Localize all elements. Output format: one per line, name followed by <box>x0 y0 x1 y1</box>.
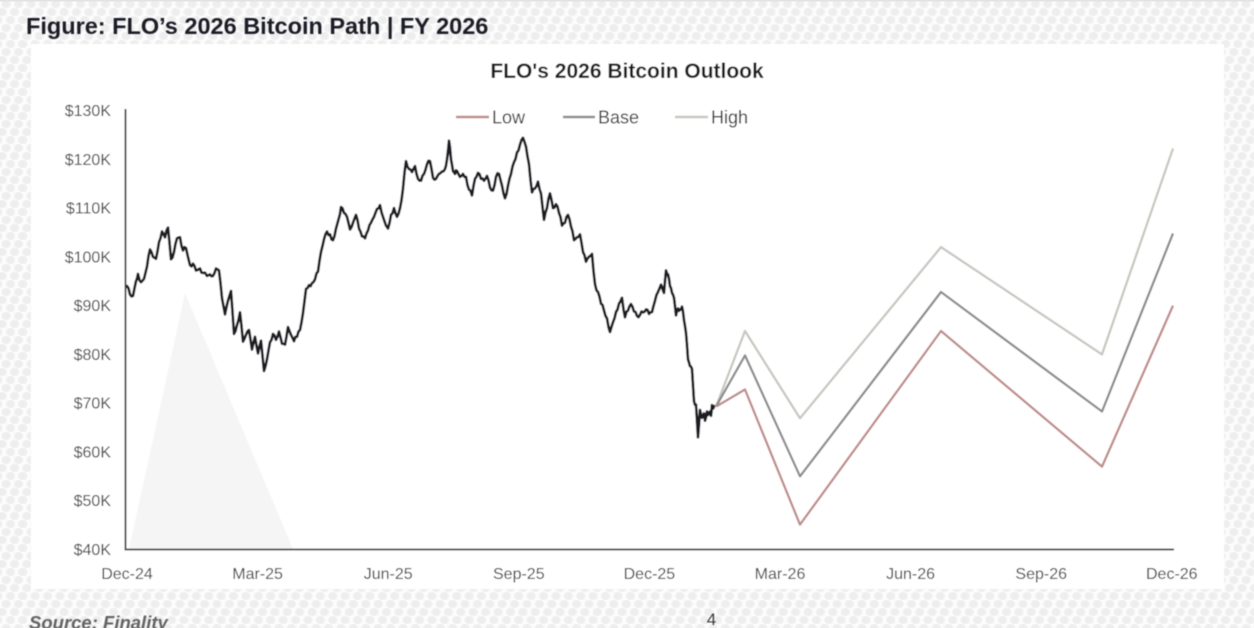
svg-text:FLO's 2026 Bitcoin Outlook: FLO's 2026 Bitcoin Outlook <box>490 60 764 83</box>
svg-text:Jun-26: Jun-26 <box>886 566 935 583</box>
svg-text:Low: Low <box>492 108 526 128</box>
svg-text:$80K: $80K <box>74 347 112 364</box>
svg-text:$50K: $50K <box>74 493 112 510</box>
svg-text:Source: Finality: Source: Finality <box>29 612 169 628</box>
svg-text:Sep-26: Sep-26 <box>1015 566 1067 583</box>
svg-text:$60K: $60K <box>74 444 112 461</box>
svg-text:$90K: $90K <box>74 298 112 315</box>
svg-text:Sep-25: Sep-25 <box>493 566 545 583</box>
svg-text:Mar-25: Mar-25 <box>232 566 283 583</box>
svg-text:High: High <box>711 108 748 128</box>
svg-text:$110K: $110K <box>66 201 111 218</box>
svg-text:Figure: FLO’s 2026 Bitcoin Pat: Figure: FLO’s 2026 Bitcoin Path | FY 202… <box>26 13 488 39</box>
svg-text:$130K: $130K <box>65 103 112 120</box>
svg-text:$100K: $100K <box>65 249 112 266</box>
svg-text:Dec-26: Dec-26 <box>1146 566 1198 583</box>
svg-text:Mar-26: Mar-26 <box>755 566 806 583</box>
svg-text:$120K: $120K <box>65 152 112 169</box>
svg-text:4: 4 <box>707 610 716 628</box>
svg-text:Jun-25: Jun-25 <box>364 566 413 583</box>
svg-text:Dec-25: Dec-25 <box>624 566 676 583</box>
svg-text:Base: Base <box>598 108 639 128</box>
svg-text:Dec-24: Dec-24 <box>101 566 153 583</box>
svg-text:$40K: $40K <box>74 542 112 559</box>
svg-text:$70K: $70K <box>74 396 112 413</box>
